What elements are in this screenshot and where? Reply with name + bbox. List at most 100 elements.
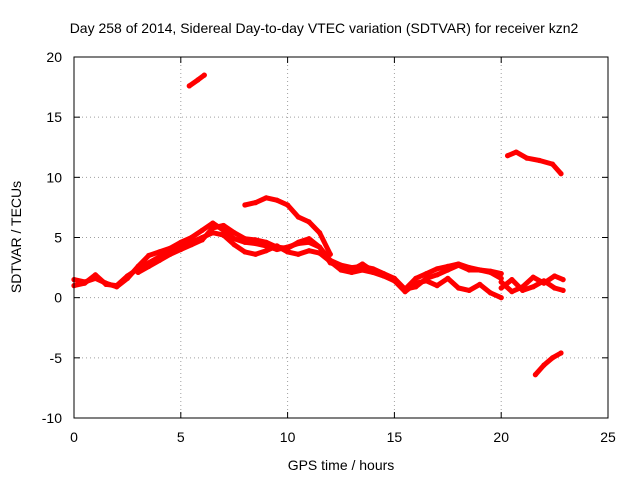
data-point (242, 236, 248, 242)
y-tick-label: 15 (46, 109, 62, 125)
data-point (455, 285, 462, 291)
data-point (541, 362, 547, 368)
data-point (253, 251, 259, 257)
data-point (135, 269, 141, 275)
grid (74, 57, 608, 418)
x-tick-label: 0 (70, 429, 78, 445)
data-point (199, 237, 205, 243)
data-point (178, 246, 184, 253)
data-point (231, 242, 237, 248)
data-point (423, 271, 429, 277)
data-point (146, 263, 152, 269)
data-point (295, 214, 301, 220)
data-point (306, 248, 312, 254)
data-point (402, 286, 408, 292)
data-point (306, 236, 312, 242)
data-point (509, 289, 515, 295)
data-point (498, 275, 504, 281)
data-point (558, 171, 564, 177)
y-tick-label: 5 (54, 230, 62, 246)
data-point (560, 287, 566, 293)
y-tick-label: 10 (46, 169, 62, 185)
data-point (253, 237, 259, 243)
x-tick-label: 15 (387, 429, 403, 445)
data-point (381, 272, 387, 278)
data-point (552, 285, 558, 291)
data-point (558, 350, 564, 356)
data-point (220, 222, 227, 229)
data-point (274, 244, 280, 250)
data-point (295, 251, 301, 257)
data-point (220, 232, 227, 238)
data-point (146, 252, 152, 259)
data-point (413, 284, 419, 290)
data-point (242, 202, 248, 208)
data-point (188, 242, 195, 248)
data-point (124, 273, 130, 279)
x-axis-label: GPS time / hours (288, 457, 395, 473)
data-point (263, 195, 269, 201)
data-point (167, 251, 173, 257)
data-point (285, 245, 291, 251)
ticks: 0 5 10 15 20 25 -10 -5 0 5 10 15 20 (42, 49, 616, 445)
data-point (413, 275, 419, 281)
data-point (285, 202, 291, 208)
data-point (210, 220, 216, 226)
data-point (530, 274, 536, 280)
data-point (560, 277, 566, 283)
data-point (541, 278, 547, 284)
data-point (524, 155, 530, 161)
x-tick-label: 20 (493, 429, 509, 445)
data-point (263, 248, 269, 254)
data-point (103, 281, 109, 287)
data-point (274, 197, 280, 203)
data-point (455, 262, 462, 268)
data-point (549, 161, 556, 167)
data-point (92, 272, 98, 278)
data-point (156, 257, 162, 263)
data-point (188, 234, 195, 241)
data-point (231, 230, 237, 236)
data-point (509, 277, 515, 283)
data-point (370, 268, 376, 274)
data-point (549, 355, 556, 361)
data-point (520, 287, 526, 293)
data-point (537, 157, 543, 164)
x-tick-label: 10 (280, 429, 296, 445)
data-point (434, 272, 440, 278)
data-point (317, 230, 323, 236)
data-point (445, 275, 451, 281)
data-point (505, 153, 511, 159)
data-point (327, 251, 333, 257)
data-point (263, 239, 269, 245)
y-tick-label: -5 (50, 350, 63, 366)
y-tick-label: 20 (46, 49, 62, 65)
data-point (253, 200, 259, 206)
data-point (423, 275, 429, 281)
chart-title: Day 258 of 2014, Sidereal Day-to-day VTE… (70, 20, 579, 36)
data-point (242, 249, 248, 255)
data-point (498, 279, 504, 285)
data-point (498, 295, 504, 301)
data-point (530, 284, 536, 290)
data-point (359, 267, 365, 273)
data-point (359, 261, 365, 267)
data-point (487, 290, 494, 296)
data-point (487, 269, 494, 275)
data-point (195, 77, 201, 83)
data-point (317, 244, 323, 250)
data-point (498, 285, 504, 291)
data-point (391, 277, 397, 283)
data-point (231, 236, 237, 242)
data-point (434, 266, 440, 272)
data-point (477, 281, 483, 287)
x-tick-label: 5 (177, 429, 185, 445)
data-point (186, 83, 192, 89)
data-point (532, 372, 539, 378)
data-point (199, 227, 205, 233)
data-point (295, 239, 301, 245)
data-point (114, 283, 120, 289)
data-point (445, 267, 451, 273)
